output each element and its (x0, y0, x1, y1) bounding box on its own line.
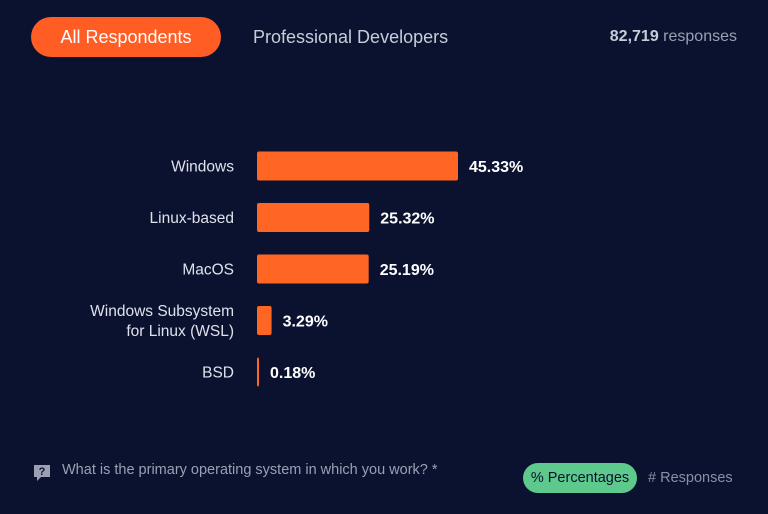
bar-3[interactable] (257, 306, 272, 335)
category-label-0: Windows (171, 159, 234, 176)
value-label-1: 25.32% (380, 211, 434, 228)
value-label-2: 25.19% (380, 262, 434, 279)
tab-professional-developers[interactable]: Professional Developers (253, 27, 449, 47)
percentages-toggle[interactable]: % Percentages (523, 463, 637, 493)
question-bubble-icon: ? (34, 465, 50, 481)
value-label-0: 45.33% (469, 159, 523, 176)
value-label-4: 0.18% (270, 365, 315, 382)
responses-toggle[interactable]: # Responses (648, 470, 733, 486)
os-bar-chart: 45.33% Windows 25.32% Linux-based 25.19% MacO… (90, 151, 523, 387)
value-label-3: 3.29% (283, 314, 328, 331)
bar-4[interactable] (257, 357, 259, 387)
bar-1[interactable] (257, 203, 370, 232)
responses-count: 82,719 responses (610, 17, 737, 57)
responses-number: 82,719 (609, 28, 659, 45)
tab-all-respondents[interactable]: All Respondents (31, 17, 221, 57)
question-text: What is the primary operating system in … (62, 462, 438, 478)
bar-2[interactable] (257, 254, 369, 284)
category-label-3: Windows Subsystem for Linux (WSL) (90, 303, 234, 340)
responses-label: responses (663, 28, 737, 45)
category-label-2: MacOS (182, 262, 234, 279)
svg-text:?: ? (39, 466, 46, 478)
category-label-4: BSD (202, 365, 234, 382)
category-label-1: Linux-based (150, 210, 234, 227)
bar-0[interactable] (257, 151, 458, 181)
